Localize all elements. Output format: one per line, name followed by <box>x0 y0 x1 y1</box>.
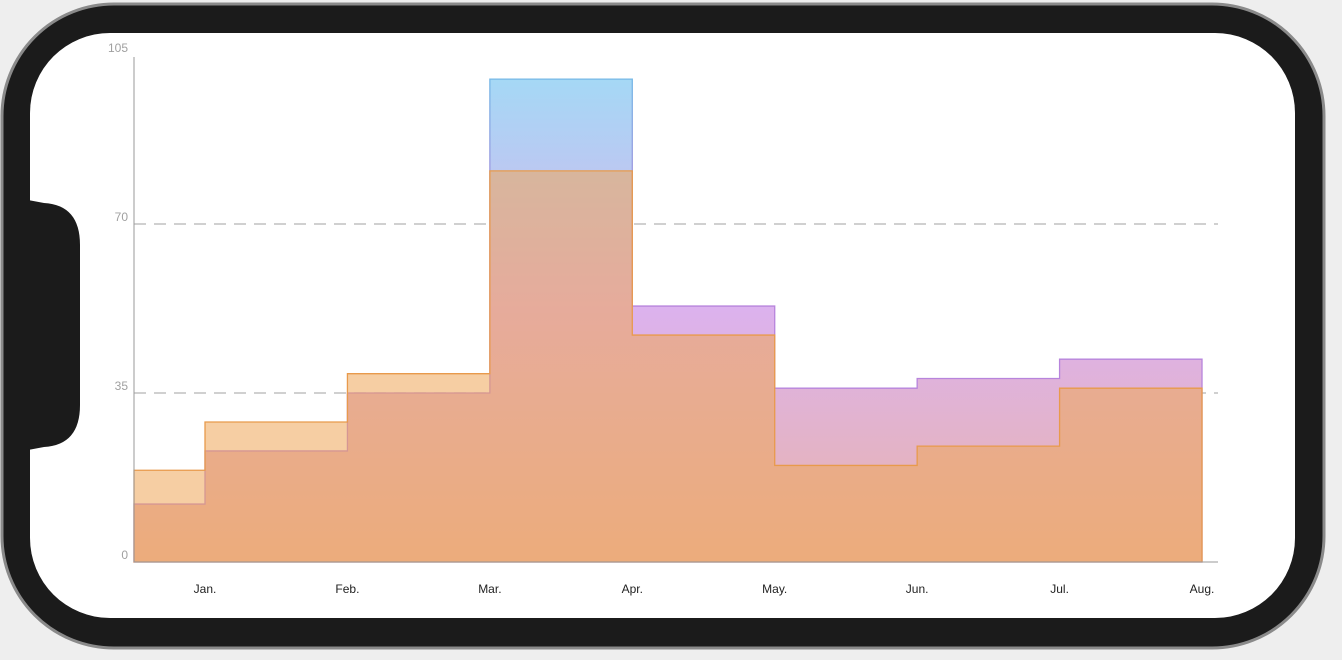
x-tick-label: Feb. <box>335 582 359 596</box>
x-tick-label: Mar. <box>478 582 501 596</box>
x-tick-label: May. <box>762 582 787 596</box>
x-tick-label: Jan. <box>194 582 217 596</box>
area <box>133 170 1203 563</box>
chart: 0 35 70 105 Jan. Feb. Mar. Apr. May. Jun. Jul. Aug. <box>108 41 1218 596</box>
y-tick-label: 35 <box>115 379 129 393</box>
x-tick-label: Aug. <box>1190 582 1215 596</box>
x-tick-label: Apr. <box>622 582 643 596</box>
y-tick-label: 105 <box>108 41 128 55</box>
y-tick-label: 0 <box>121 548 128 562</box>
y-tick-label: 70 <box>115 210 129 224</box>
x-tick-label: Jun. <box>906 582 929 596</box>
notch <box>28 200 80 450</box>
x-tick-label: Jul. <box>1050 582 1069 596</box>
